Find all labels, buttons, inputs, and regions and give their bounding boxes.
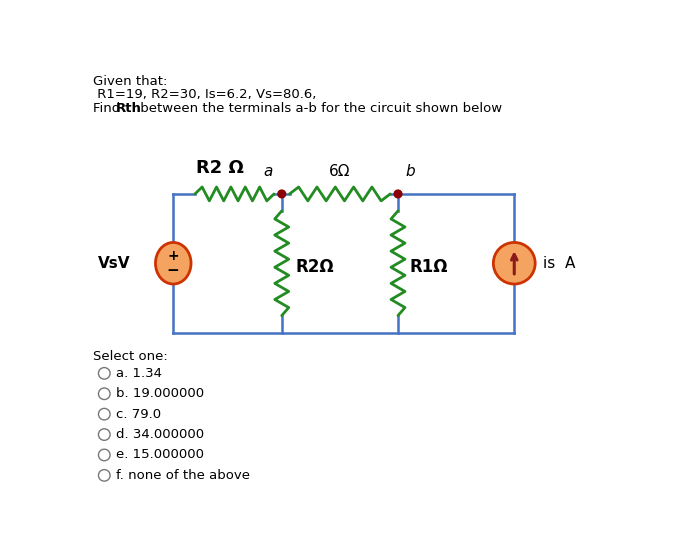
Text: Select one:: Select one: bbox=[94, 350, 168, 363]
Text: a: a bbox=[263, 164, 273, 179]
Text: d. 34.000000: d. 34.000000 bbox=[116, 428, 204, 441]
Text: 6Ω: 6Ω bbox=[329, 164, 351, 179]
Text: e. 15.000000: e. 15.000000 bbox=[116, 449, 204, 462]
Text: Rth: Rth bbox=[116, 102, 142, 115]
Circle shape bbox=[98, 408, 110, 420]
Text: b: b bbox=[406, 164, 415, 179]
Text: VsV: VsV bbox=[98, 256, 131, 271]
Circle shape bbox=[98, 469, 110, 481]
Circle shape bbox=[98, 429, 110, 440]
Text: R2 Ω: R2 Ω bbox=[196, 159, 244, 177]
Text: Given that:: Given that: bbox=[94, 74, 168, 88]
Text: c. 79.0: c. 79.0 bbox=[116, 408, 161, 420]
Text: is  A: is A bbox=[543, 256, 575, 271]
Circle shape bbox=[278, 190, 285, 198]
Text: f. none of the above: f. none of the above bbox=[116, 469, 250, 482]
Text: Find: Find bbox=[94, 102, 125, 115]
Text: R2Ω: R2Ω bbox=[295, 258, 334, 276]
Text: b. 19.000000: b. 19.000000 bbox=[116, 387, 204, 400]
Text: +: + bbox=[168, 249, 179, 263]
Circle shape bbox=[98, 449, 110, 461]
Ellipse shape bbox=[155, 242, 191, 284]
Text: −: − bbox=[167, 263, 180, 278]
Text: a. 1.34: a. 1.34 bbox=[116, 367, 162, 380]
Circle shape bbox=[98, 388, 110, 399]
Text: between the terminals a-b for the circuit shown below: between the terminals a-b for the circui… bbox=[136, 102, 502, 115]
Text: R1=19, R2=30, Is=6.2, Vs=80.6,: R1=19, R2=30, Is=6.2, Vs=80.6, bbox=[94, 89, 317, 101]
Circle shape bbox=[98, 368, 110, 379]
Text: R1Ω: R1Ω bbox=[410, 258, 448, 276]
Circle shape bbox=[493, 242, 535, 284]
Circle shape bbox=[394, 190, 402, 198]
